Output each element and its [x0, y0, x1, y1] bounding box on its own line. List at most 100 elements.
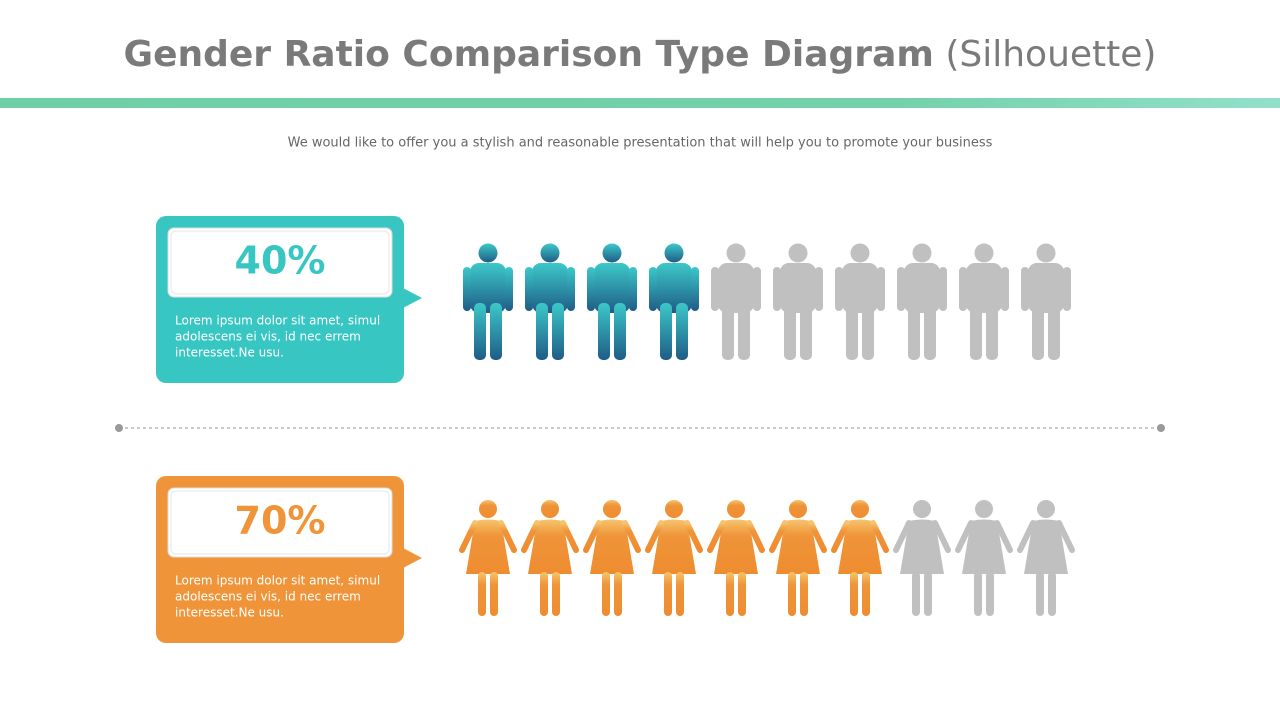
- leg: [1032, 303, 1044, 360]
- person-icon: [459, 500, 517, 616]
- dress: [776, 519, 820, 574]
- arm: [521, 520, 540, 553]
- leg: [846, 303, 858, 360]
- person-icon: [521, 500, 579, 616]
- head: [541, 500, 559, 518]
- arm: [831, 520, 850, 553]
- dress: [962, 519, 1006, 574]
- arm: [684, 520, 703, 553]
- arm: [877, 267, 885, 311]
- head: [478, 243, 498, 263]
- person-icon: [525, 243, 575, 360]
- divider-dot: [115, 424, 123, 432]
- arm: [769, 520, 788, 553]
- arm: [691, 267, 699, 311]
- arm: [753, 267, 761, 311]
- torso: [532, 263, 568, 313]
- arm: [897, 267, 905, 311]
- arm: [587, 267, 595, 311]
- dress: [1024, 519, 1068, 574]
- arm: [459, 520, 478, 553]
- arm: [583, 520, 602, 553]
- leg: [784, 303, 796, 360]
- head: [665, 500, 683, 518]
- leg: [540, 572, 548, 616]
- person-icon: [649, 243, 699, 360]
- head: [851, 500, 869, 518]
- dress: [714, 519, 758, 574]
- arm: [649, 267, 657, 311]
- head: [479, 500, 497, 518]
- person-icon: [831, 500, 889, 616]
- leg: [602, 572, 610, 616]
- description: Lorem ipsum dolor sit amet, simul: [175, 314, 380, 328]
- subtitle: We would like to offer you a stylish and…: [288, 136, 993, 151]
- leg: [924, 303, 936, 360]
- value-box: [167, 227, 393, 298]
- head: [974, 243, 994, 263]
- head: [602, 243, 622, 263]
- torso: [904, 263, 940, 313]
- leg: [614, 303, 626, 360]
- callout-pointer: [403, 548, 422, 568]
- arm: [808, 520, 827, 553]
- arm: [505, 267, 513, 311]
- value-box: [167, 487, 393, 558]
- leg: [1036, 572, 1044, 616]
- person-icon: [773, 243, 823, 360]
- description: interesset.Ne usu.: [175, 606, 284, 620]
- arm: [815, 267, 823, 311]
- arm: [463, 267, 471, 311]
- leg: [614, 572, 622, 616]
- arm: [835, 267, 843, 311]
- arm: [1001, 267, 1009, 311]
- arm: [773, 267, 781, 311]
- dress: [466, 519, 510, 574]
- leg: [552, 303, 564, 360]
- head: [727, 500, 745, 518]
- person-icon: [711, 243, 761, 360]
- arm: [1056, 520, 1075, 553]
- arm: [893, 520, 912, 553]
- description: adolescens ei vis, id nec errem: [175, 590, 361, 604]
- leg: [598, 303, 610, 360]
- leg: [726, 572, 734, 616]
- torso: [966, 263, 1002, 313]
- arm: [498, 520, 517, 553]
- leg: [850, 572, 858, 616]
- person-icon: [645, 500, 703, 616]
- value-box-inner: [170, 490, 390, 555]
- leg: [788, 572, 796, 616]
- arm: [1017, 520, 1036, 553]
- person-icon: [959, 243, 1009, 360]
- arm: [567, 267, 575, 311]
- title-main: Gender Ratio Comparison Type Diagram: [124, 34, 934, 75]
- arm: [711, 267, 719, 311]
- leg: [986, 572, 994, 616]
- person-icon: [835, 243, 885, 360]
- person-icon: [897, 243, 947, 360]
- person-icon: [1021, 243, 1071, 360]
- head: [850, 243, 870, 263]
- title-suffix: (Silhouette): [945, 34, 1156, 75]
- torso: [718, 263, 754, 313]
- head: [540, 243, 560, 263]
- person-icon: [955, 500, 1013, 616]
- leg: [800, 572, 808, 616]
- leg: [912, 572, 920, 616]
- arm: [746, 520, 765, 553]
- torso: [594, 263, 630, 313]
- leg: [970, 303, 982, 360]
- dress: [652, 519, 696, 574]
- divider-dot: [1157, 424, 1165, 432]
- leg: [536, 303, 548, 360]
- arm: [525, 267, 533, 311]
- head: [1037, 500, 1055, 518]
- leg: [862, 572, 870, 616]
- leg: [660, 303, 672, 360]
- torso: [842, 263, 878, 313]
- torso: [780, 263, 816, 313]
- leg: [676, 303, 688, 360]
